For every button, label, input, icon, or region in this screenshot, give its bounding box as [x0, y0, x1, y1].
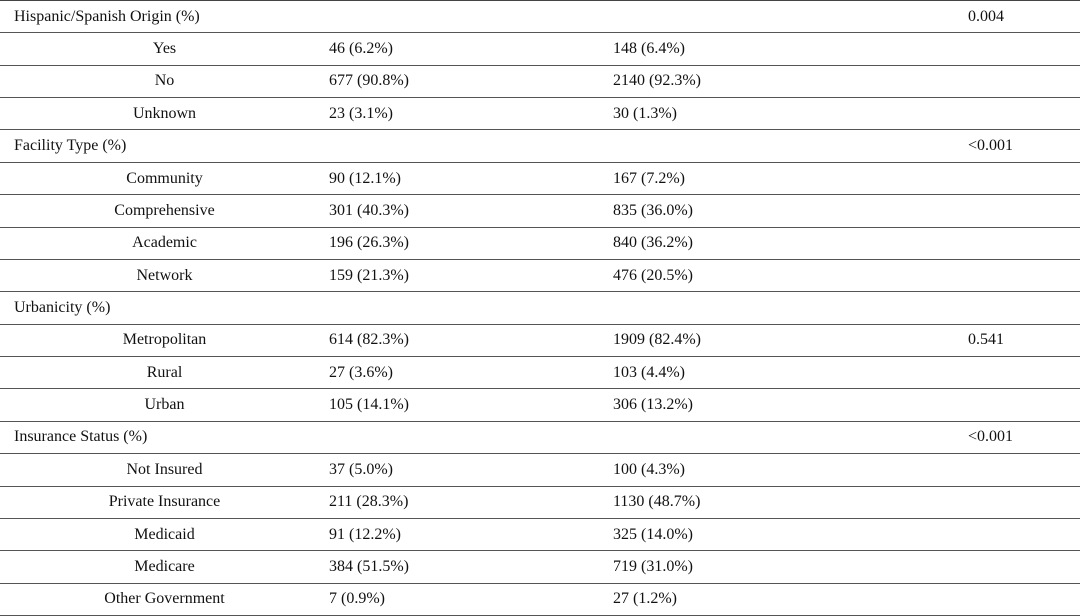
row-label: Medicaid [134, 525, 195, 543]
cell: 301 (40.3%) [329, 201, 409, 219]
cell: 306 (13.2%) [613, 396, 693, 414]
p-value: <0.001 [968, 428, 1014, 446]
row-label: Network [136, 266, 193, 284]
cell: 835 (36.0%) [613, 201, 693, 219]
table-row: Other Government 7 (0.9%) 27 (1.2%) [0, 584, 1080, 616]
row-label: Private Insurance [108, 493, 221, 511]
table-row: Urban 105 (14.1%) 306 (13.2%) [0, 389, 1080, 422]
cell: 614 (82.3%) [329, 331, 409, 349]
row-label: Not Insured [126, 460, 203, 478]
table-row: Community 90 (12.1%) 167 (7.2%) [0, 163, 1080, 196]
cell: 27 (3.6%) [329, 363, 393, 381]
cell: 91 (12.2%) [329, 525, 401, 543]
section-label: Hispanic/Spanish Origin (%) [14, 7, 200, 25]
row-label: Yes [152, 40, 177, 58]
cell: 677 (90.8%) [329, 72, 409, 90]
cell: 325 (14.0%) [613, 525, 693, 543]
cell: 103 (4.4%) [613, 363, 685, 381]
section-label: Facility Type (%) [14, 137, 127, 155]
cell: 2140 (92.3%) [613, 72, 701, 90]
table-row: No 677 (90.8%) 2140 (92.3%) [0, 66, 1080, 99]
table-row: Yes 46 (6.2%) 148 (6.4%) [0, 33, 1080, 66]
section-row: Insurance Status (%) <0.001 [0, 422, 1080, 455]
row-label: Other Government [104, 590, 225, 608]
cell: 840 (36.2%) [613, 234, 693, 252]
table-row: Network 159 (21.3%) 476 (20.5%) [0, 260, 1080, 293]
cell: 7 (0.9%) [329, 590, 385, 608]
row-label: No [154, 72, 175, 90]
cell: 211 (28.3%) [329, 493, 409, 511]
cell: 159 (21.3%) [329, 266, 409, 284]
row-label: Medicare [134, 557, 195, 575]
table-row: Private Insurance 211 (28.3%) 1130 (48.7%) [0, 487, 1080, 519]
table-row: Academic 196 (26.3%) 840 (36.2%) [0, 228, 1080, 260]
table-row: Not Insured 37 (5.0%) 100 (4.3%) [0, 454, 1080, 487]
section-label: Insurance Status (%) [14, 428, 148, 446]
cell: 384 (51.5%) [329, 557, 409, 575]
table-row: Metropolitan 614 (82.3%) 1909 (82.4%) 0.541 [0, 325, 1080, 358]
cell: 1130 (48.7%) [613, 493, 701, 511]
cell: 46 (6.2%) [329, 40, 393, 58]
cell: 90 (12.1%) [329, 169, 401, 187]
p-value: 0.541 [968, 331, 1004, 349]
row-label: Urban [144, 396, 185, 414]
cell: 1909 (82.4%) [613, 331, 701, 349]
row-label: Rural [146, 363, 183, 381]
cell: 100 (4.3%) [613, 460, 685, 478]
row-label: Community [126, 169, 203, 187]
table-row: Rural 27 (3.6%) 103 (4.4%) [0, 357, 1080, 390]
cell: 37 (5.0%) [329, 460, 393, 478]
cell: 23 (3.1%) [329, 104, 393, 122]
table-row: Comprehensive 301 (40.3%) 835 (36.0%) [0, 195, 1080, 228]
section-label: Urbanicity (%) [14, 298, 111, 316]
cell: 719 (31.0%) [613, 557, 693, 575]
row-label: Unknown [132, 104, 197, 122]
cell: 30 (1.3%) [613, 104, 677, 122]
cell: 476 (20.5%) [613, 266, 693, 284]
table-row: Unknown 23 (3.1%) 30 (1.3%) [0, 98, 1080, 131]
row-label: Metropolitan [122, 331, 207, 349]
row-label: Academic [132, 234, 197, 252]
table-row: Medicaid 91 (12.2%) 325 (14.0%) [0, 519, 1080, 552]
cell: 167 (7.2%) [613, 169, 685, 187]
cell: 196 (26.3%) [329, 234, 409, 252]
p-value: <0.001 [968, 137, 1014, 155]
table-row: Medicare 384 (51.5%) 719 (31.0%) [0, 551, 1080, 584]
row-label: Comprehensive [114, 201, 215, 219]
p-value: 0.004 [968, 7, 1004, 25]
cell: 148 (6.4%) [613, 40, 685, 58]
section-row: Facility Type (%) <0.001 [0, 130, 1080, 163]
section-row: Urbanicity (%) [0, 292, 1080, 325]
section-row: Hispanic/Spanish Origin (%) 0.004 [0, 1, 1080, 34]
cell: 27 (1.2%) [613, 590, 677, 608]
cell: 105 (14.1%) [329, 396, 409, 414]
